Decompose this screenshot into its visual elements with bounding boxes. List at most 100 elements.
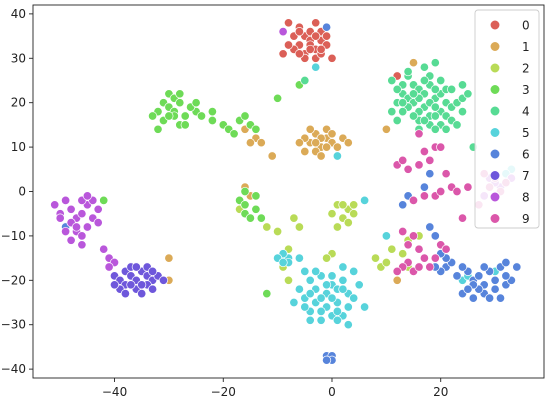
point-series-3-7 — [180, 111, 190, 121]
point-series-5-40 — [305, 315, 315, 325]
point-series-8-4 — [77, 209, 87, 219]
point-series-6-38 — [425, 169, 435, 179]
point-series-9-29 — [441, 244, 451, 254]
point-series-9-23 — [419, 253, 429, 263]
point-series-1-9 — [305, 124, 315, 134]
point-series-9-18 — [403, 240, 413, 250]
point-series-4-52 — [392, 115, 402, 126]
point-series-5-31 — [294, 253, 304, 263]
point-series-9-5 — [419, 146, 429, 157]
point-series-1-8 — [332, 142, 342, 152]
point-series-6-21 — [512, 262, 522, 272]
point-series-5-17 — [349, 293, 359, 303]
point-series-2-21 — [387, 244, 397, 254]
point-series-5-24 — [311, 266, 321, 276]
points-layer — [50, 18, 522, 365]
point-series-4-48 — [387, 107, 397, 117]
point-series-5-50 — [316, 293, 326, 303]
legend-marker-6 — [489, 148, 501, 160]
point-series-2-7 — [332, 222, 342, 232]
point-series-3-28 — [99, 195, 109, 205]
point-series-2-8 — [343, 218, 353, 228]
point-series-9-2 — [398, 155, 408, 165]
point-series-5-13 — [316, 306, 326, 316]
point-series-4-41 — [408, 89, 419, 99]
point-series-2-22 — [398, 249, 408, 259]
point-series-3-27 — [164, 111, 174, 121]
point-series-5-41 — [360, 302, 370, 312]
point-series-6-16 — [495, 293, 506, 303]
point-series-9-38 — [436, 142, 446, 152]
point-series-8-13 — [61, 226, 71, 237]
point-series-8-15 — [77, 231, 87, 241]
point-series-5-35 — [332, 151, 342, 161]
x-tick-label-1: −20 — [211, 385, 236, 399]
point-series-1-28 — [381, 124, 391, 134]
point-series-8-10 — [82, 222, 92, 232]
point-series-4-29 — [419, 75, 429, 86]
point-series-5-3 — [338, 275, 348, 285]
legend-label-1: 1 — [522, 40, 530, 54]
point-series-1-18 — [343, 138, 353, 148]
point-series-8-19 — [71, 222, 82, 232]
point-series-5-12 — [343, 302, 353, 312]
point-series-5-39 — [343, 320, 353, 330]
y-tick-label-0: −40 — [1, 362, 26, 376]
point-series-6-7 — [474, 271, 484, 281]
y-tick-label-5: 10 — [11, 140, 26, 154]
point-series-8-17 — [82, 191, 92, 201]
y-tick-label-6: 20 — [11, 96, 26, 110]
point-series-5-28 — [289, 297, 299, 308]
point-series-1-15 — [300, 146, 310, 157]
point-series-0-23 — [311, 31, 321, 41]
point-series-5-18 — [294, 284, 304, 294]
point-series-7-22 — [126, 280, 136, 290]
point-series-0-26 — [305, 44, 315, 54]
point-series-8-2 — [66, 204, 76, 214]
point-series-0-18 — [283, 40, 294, 50]
point-series-9-13 — [452, 186, 462, 197]
point-series-5-23 — [332, 315, 342, 325]
point-series-4-20 — [430, 111, 440, 121]
point-series-4-56 — [457, 80, 468, 90]
point-series-7-16 — [109, 280, 120, 290]
point-series-6-23 — [452, 271, 462, 281]
point-series-9-7 — [441, 169, 451, 179]
point-series-1-17 — [316, 151, 326, 161]
point-series-3-38 — [251, 191, 261, 201]
point-series-2-4 — [327, 209, 337, 219]
legend-label-3: 3 — [522, 83, 530, 97]
point-series-5-25 — [338, 262, 348, 272]
point-series-9-4 — [425, 155, 435, 165]
point-series-4-40 — [430, 102, 440, 112]
point-series-4-17 — [398, 107, 408, 117]
point-series-9-24 — [425, 262, 435, 272]
legend-marker-0 — [489, 19, 501, 31]
point-series-5-27 — [300, 266, 310, 276]
point-series-3-3 — [175, 98, 185, 108]
point-series-5-37 — [381, 231, 391, 241]
point-series-8-18 — [93, 218, 103, 228]
legend-marker-7 — [489, 170, 501, 181]
point-series-3-40 — [191, 98, 201, 108]
point-series-0-28 — [316, 44, 326, 54]
point-series-9-37 — [414, 129, 424, 139]
point-series-6-41 — [463, 284, 473, 294]
point-series-5-47 — [278, 257, 288, 268]
point-series-2-19 — [370, 253, 381, 263]
point-series-7-20 — [120, 289, 130, 299]
y-tick-label-4: 0 — [18, 185, 26, 199]
legend-label-5: 5 — [522, 126, 530, 140]
x-tick-label-0: −40 — [102, 385, 127, 399]
x-tick-label-3: 20 — [433, 385, 448, 399]
point-series-5-0 — [305, 275, 315, 285]
point-series-4-50 — [430, 124, 440, 134]
point-series-4-37 — [419, 115, 429, 126]
y-tick-label-2: −20 — [1, 273, 26, 287]
point-series-9-25 — [430, 253, 440, 263]
point-series-9-1 — [403, 164, 413, 174]
point-series-2-12 — [294, 222, 304, 232]
point-series-6-4 — [322, 22, 332, 32]
point-series-5-34 — [311, 62, 321, 72]
